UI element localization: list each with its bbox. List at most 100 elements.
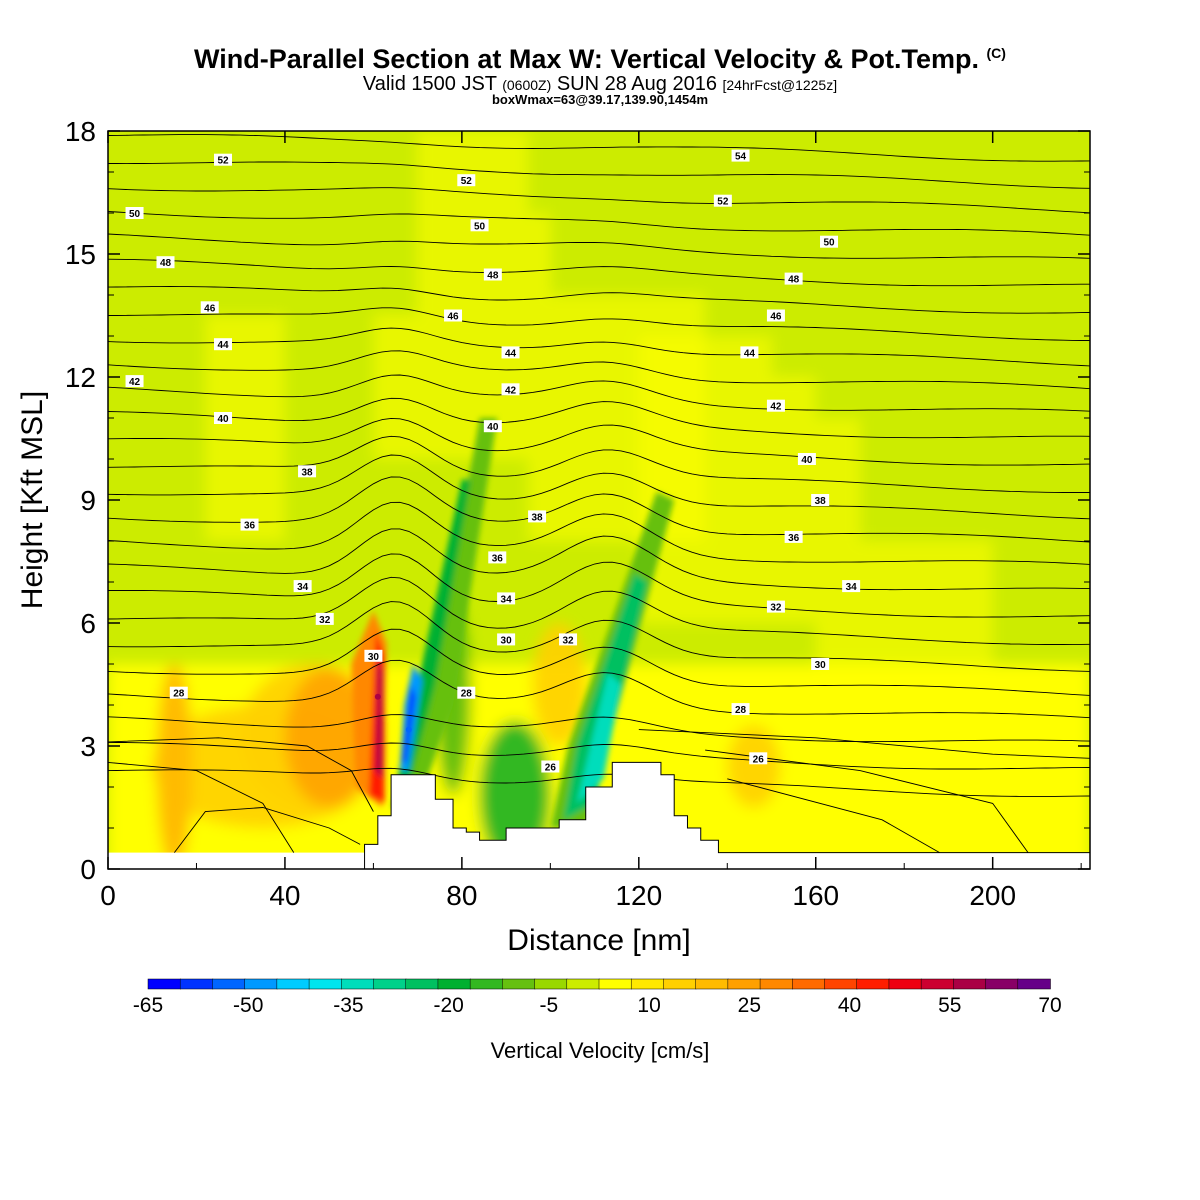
theta-contour-line (108, 327, 1090, 367)
theta-contour-label: 30 (497, 633, 516, 646)
theta-contour-line (108, 714, 1090, 743)
y-tick-label: 18 (65, 116, 96, 147)
colorbar-title: Vertical Velocity [cm/s] (491, 1038, 710, 1063)
theta-contour-line (108, 528, 1090, 591)
svg-text:44: 44 (505, 348, 517, 359)
y-tick-label: 3 (80, 731, 96, 762)
theta-contour-line (108, 210, 1090, 236)
svg-text:34: 34 (297, 582, 309, 593)
colorbar-tick-label: -5 (540, 994, 559, 1017)
theta-contour-label: 36 (784, 530, 803, 544)
theta-contour-line (108, 350, 1090, 390)
colorbar-tick-label: 25 (738, 994, 761, 1017)
colorbar-swatch (502, 978, 536, 990)
theta-contour-label: 26 (541, 760, 560, 774)
theta-contour-line (108, 397, 1090, 439)
y-axis-title: Height [Kft MSL] (16, 391, 49, 609)
colorbar-swatch (598, 978, 632, 990)
svg-text:28: 28 (735, 705, 747, 716)
svg-text:26: 26 (753, 754, 765, 765)
theta-contours (108, 134, 1090, 853)
theta-contour-line (108, 258, 1090, 287)
velocity-extreme-mark (374, 693, 381, 700)
velocity-extreme-mark (171, 784, 178, 790)
theta-contour-line (108, 628, 1090, 696)
theta-contour-label: 42 (125, 375, 144, 388)
svg-text:36: 36 (244, 521, 256, 532)
theta-contour-line (108, 501, 1090, 565)
theta-contour-line (108, 417, 1090, 466)
colorbar-swatch (566, 978, 600, 990)
y-tick-label: 15 (65, 239, 96, 270)
svg-text:26: 26 (545, 763, 557, 774)
svg-text:52: 52 (461, 176, 473, 187)
y-tick-label: 0 (80, 854, 96, 885)
theta-contour-line (638, 729, 1090, 759)
theta-contour-label: 50 (125, 207, 144, 220)
theta-contour-line (108, 761, 295, 853)
theta-contour-label: 42 (501, 383, 520, 396)
svg-text:32: 32 (562, 635, 574, 646)
theta-contour-label: 48 (784, 272, 803, 286)
colorbar-tick-label: 55 (938, 994, 961, 1017)
svg-text:30: 30 (501, 635, 513, 646)
svg-text:28: 28 (173, 689, 185, 700)
velocity-extreme-mark (405, 726, 412, 733)
theta-contour-label: 44 (740, 346, 759, 359)
theta-contour-labels: 52 54 52 52 50 50 50 48 48 48 46 46 46 44 44 44 42 42 42 40… (125, 149, 861, 774)
svg-text:34: 34 (846, 582, 858, 593)
terrain-profile (364, 761, 1090, 869)
svg-text:30: 30 (368, 652, 380, 663)
x-tick-label: 120 (615, 880, 662, 911)
svg-text:52: 52 (717, 197, 729, 208)
theta-contour-label: 46 (766, 309, 785, 323)
theta-contour-label: 40 (797, 453, 816, 466)
theta-contour-label: 36 (240, 518, 259, 532)
theta-contour-label: 34 (842, 580, 861, 593)
theta-contour-label: 28 (731, 703, 750, 716)
theta-contour-label: 32 (559, 633, 578, 646)
theta-contour-label: 38 (811, 494, 830, 507)
theta-contour-line (108, 767, 1090, 797)
theta-contour-label: 26 (749, 752, 768, 765)
plot-area: 52 54 52 52 50 50 50 48 48 48 46 46 46 44 44 44 42 42 42 40… (108, 131, 1090, 869)
theta-contour-label: 52 (457, 174, 476, 187)
theta-contour-label: 44 (214, 338, 233, 351)
svg-text:48: 48 (160, 258, 172, 269)
x-axis: 0 40 80 120 160 200 (100, 131, 1082, 911)
theta-contour-line (108, 161, 1090, 189)
svg-text:40: 40 (801, 455, 813, 466)
velocity-field (108, 131, 1090, 869)
theta-contour-label: 50 (820, 235, 839, 249)
x-tick-label: 40 (269, 880, 300, 911)
theta-contour-line (108, 737, 374, 812)
colorbar-swatch (179, 978, 214, 990)
x-tick-label: 160 (792, 880, 839, 911)
svg-text:48: 48 (487, 271, 499, 282)
colorbar-swatch (663, 978, 697, 990)
theta-contour-label: 46 (200, 301, 219, 314)
colorbar-swatch (405, 978, 439, 990)
x-tick-label: 0 (100, 880, 116, 911)
colorbar: -65 -50 -35 -20 -5 10 25 40 55 70 (133, 978, 1062, 1017)
y-tick-label: 12 (65, 362, 96, 393)
colorbar-swatch (792, 978, 826, 990)
theta-contour-label: 30 (364, 649, 383, 663)
theta-contour-line (173, 807, 361, 853)
colorbar-swatch (308, 978, 343, 990)
svg-text:50: 50 (823, 238, 835, 249)
colorbar-tick-label: 10 (637, 994, 660, 1017)
svg-text:28: 28 (461, 689, 473, 700)
colorbar-tick-label: -35 (333, 994, 363, 1017)
colorbar-swatch (920, 978, 955, 990)
svg-text:32: 32 (319, 615, 331, 626)
x-axis-title: Distance [nm] (507, 924, 690, 957)
colorbar-swatch (147, 978, 181, 990)
theta-contour-label: 32 (315, 612, 334, 626)
colorbar-swatch (276, 978, 310, 990)
svg-text:40: 40 (217, 414, 229, 425)
colorbar-swatch (244, 978, 278, 990)
svg-text:48: 48 (788, 275, 800, 286)
chart-box-info: boxWmax=63@39.17,139.90,1454m (491, 92, 709, 107)
